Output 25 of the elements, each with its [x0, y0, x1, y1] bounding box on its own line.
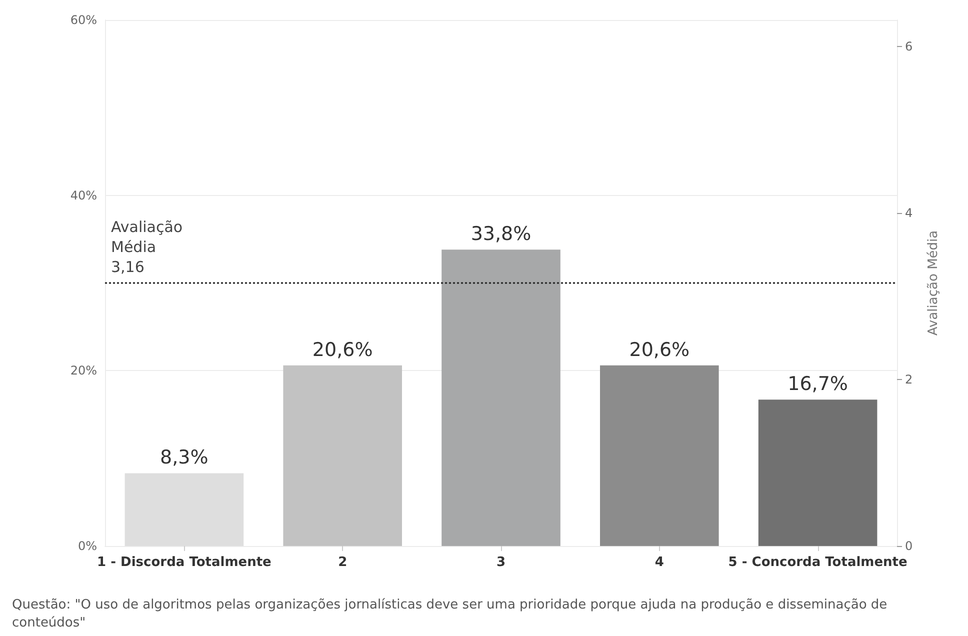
- ref-line-label: Avaliação Média 3,16: [111, 218, 183, 276]
- y-tick-label: 0%: [78, 539, 97, 553]
- bar: [600, 365, 719, 546]
- y-tick-label: 20%: [70, 364, 97, 378]
- text: Questão: "O uso de algoritmos pelas organizações jornalísticas deve ser uma prioridade porque ajuda na produção e disseminação de conteúdos": [12, 598, 892, 630]
- y2-tick-label: 2: [905, 372, 913, 387]
- y-tick-label: 40%: [70, 188, 97, 202]
- y2-tick-label: 6: [905, 40, 913, 54]
- bar: [758, 400, 878, 546]
- data-label: 8,3%: [160, 446, 208, 469]
- data-label: 20,6%: [629, 338, 690, 361]
- data-label: 20,6%: [312, 338, 373, 361]
- y2-tick-label: 0: [905, 539, 913, 553]
- data-label: 16,7%: [788, 373, 848, 396]
- x-tick-label: 2: [338, 555, 348, 570]
- bar: [124, 473, 244, 546]
- y2-tick-label: 4: [905, 206, 913, 220]
- x-tick-label: 4: [654, 555, 664, 570]
- x-tick-label: 5 - Concorda Totalmente: [728, 555, 908, 570]
- x-tick-label: 3: [496, 555, 506, 570]
- y2-axis-title: Avaliação Média: [926, 230, 941, 336]
- bar: [442, 250, 560, 546]
- data-label: 33,8%: [470, 223, 532, 246]
- y-tick-label: 60%: [70, 13, 97, 27]
- x-tick-label: 1 - Discorda Totalmente: [97, 555, 272, 570]
